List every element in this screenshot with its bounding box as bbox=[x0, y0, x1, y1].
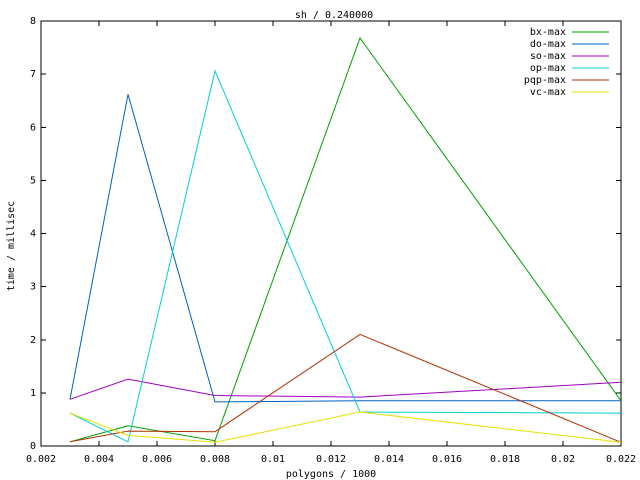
x-tick-label: 0.022 bbox=[606, 454, 636, 465]
axes: 0 1 2 3 4 5 6 7 8 0.002 0.004 0.006 0.008 0.01 0.012 0.… bbox=[26, 16, 636, 465]
x-tick-label: 0.014 bbox=[374, 454, 404, 465]
x-tick-label: 0.018 bbox=[490, 454, 520, 465]
legend-label-so-max: so-max bbox=[530, 51, 566, 62]
series-line-pqp-max bbox=[69, 333, 622, 443]
x-axis-label: polygons / 1000 bbox=[286, 469, 376, 480]
series-line-op-max bbox=[69, 69, 622, 443]
legend-label-op-max: op-max bbox=[530, 63, 566, 74]
series-line-so-max bbox=[69, 378, 622, 400]
series-line-vc-max bbox=[69, 411, 622, 443]
x-tick-label: 0.012 bbox=[316, 454, 346, 465]
y-tick-label: 7 bbox=[30, 69, 36, 80]
y-tick-label: 3 bbox=[30, 282, 36, 293]
x-tick-label: 0.016 bbox=[432, 454, 462, 465]
series-line-bx-max bbox=[69, 36, 622, 443]
series-lines bbox=[69, 36, 622, 443]
legend-label-pqp-max: pqp-max bbox=[524, 75, 566, 86]
x-tick-label: 0.006 bbox=[142, 454, 172, 465]
y-tick-label: 5 bbox=[30, 175, 36, 186]
legend-label-bx-max: bx-max bbox=[530, 27, 566, 38]
x-tick-label: 0.002 bbox=[26, 454, 56, 465]
y-axis-label: time / millisec bbox=[6, 201, 17, 291]
y-tick-label: 6 bbox=[30, 122, 36, 133]
y-tick-label: 8 bbox=[30, 16, 36, 27]
x-tick-label: 0.02 bbox=[551, 454, 575, 465]
x-tick-label: 0.01 bbox=[261, 454, 285, 465]
x-tick-label: 0.004 bbox=[84, 454, 114, 465]
legend-label-vc-max: vc-max bbox=[530, 87, 566, 98]
y-tick-label: 2 bbox=[30, 335, 36, 346]
series-line-do-max bbox=[69, 94, 621, 403]
x-tick-label: 0.008 bbox=[200, 454, 230, 465]
y-tick-label: 0 bbox=[30, 441, 36, 452]
y-tick-label: 1 bbox=[30, 388, 36, 399]
chart-title: sh / 0.240000 bbox=[295, 10, 373, 21]
y-tick-label: 4 bbox=[30, 229, 36, 240]
legend-label-do-max: do-max bbox=[530, 39, 566, 50]
